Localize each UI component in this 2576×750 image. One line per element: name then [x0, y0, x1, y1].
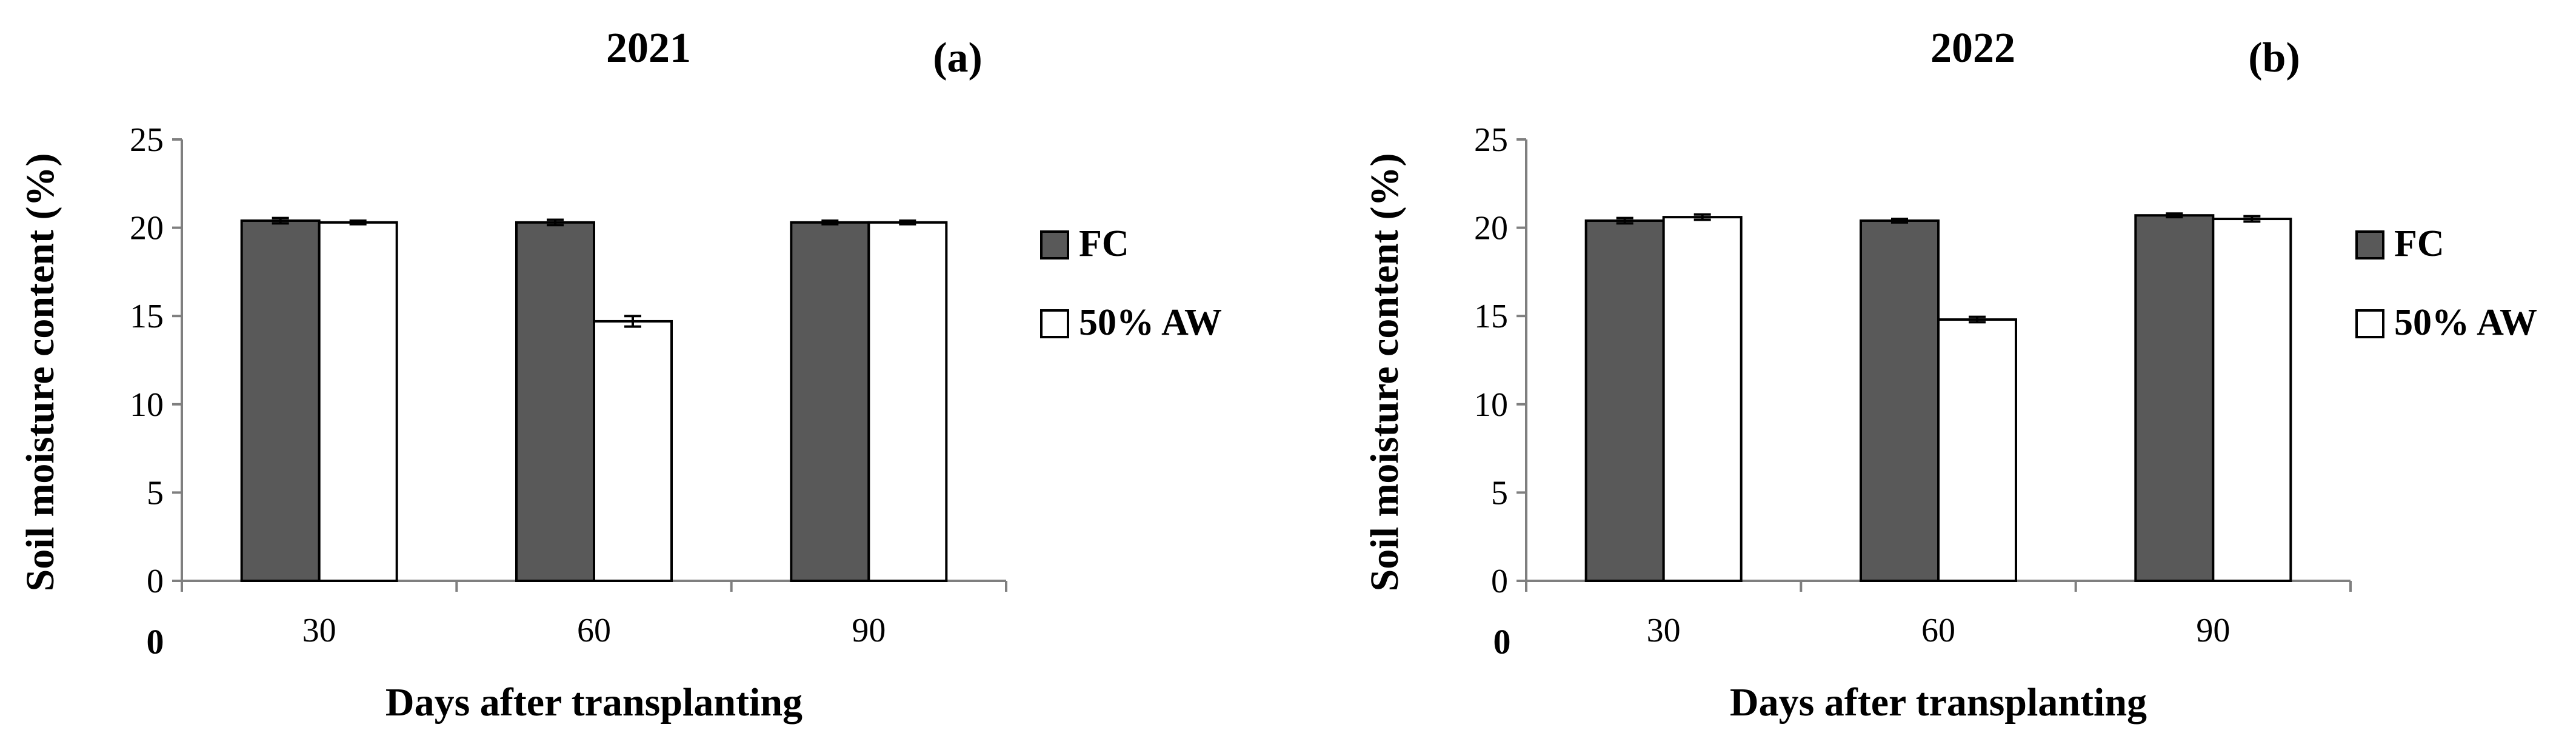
y-tick-label: 10	[1474, 386, 1508, 424]
bar-aw50-30	[1662, 216, 1743, 582]
x-tick-label: 60	[1921, 612, 1955, 649]
bar-aw50-60	[593, 320, 673, 582]
y-tick-label: 5	[147, 474, 164, 512]
x-tick-label: 30	[302, 612, 336, 649]
chart-title: 2021	[606, 25, 691, 72]
y-tick-label: 25	[1474, 121, 1508, 159]
y-tick-label: 0	[1491, 563, 1508, 600]
bar-fc-90	[2134, 214, 2215, 582]
chart-panel-a: 2021 (a) 0 5 10 15 20 25 30 60 90 0 Days after trans…	[18, 25, 1222, 725]
origin-label: 0	[1493, 622, 1511, 661]
bar-fc-60	[1860, 219, 1940, 582]
panel-label: (a)	[933, 35, 983, 81]
x-tick-label: 90	[852, 612, 886, 649]
bar-aw50-30	[318, 221, 398, 582]
y-tick-label: 10	[130, 386, 164, 424]
y-tick-label: 0	[147, 563, 164, 600]
x-tick-label: 60	[577, 612, 611, 649]
bar-fc-30	[240, 219, 321, 582]
y-tick-label: 25	[130, 121, 164, 159]
legend-label-aw50: 50% AW	[1079, 302, 1222, 343]
x-axis-title: Days after transplanting	[385, 680, 802, 725]
x-tick-label: 90	[2196, 612, 2230, 649]
chart-panel-b: 2022 (b) 0 5 10 15 20 25 30 60 90 0 Days after trans…	[1363, 25, 2537, 725]
legend-swatch-fc	[2355, 230, 2384, 259]
y-axis-title: Soil moisture content (%)	[18, 153, 62, 592]
bar-fc-30	[1584, 219, 1665, 582]
bar-fc-90	[790, 221, 870, 582]
y-axis-title: Soil moisture content (%)	[1363, 153, 1407, 592]
bar-aw50-90	[2212, 218, 2292, 583]
legend-label-fc: FC	[2394, 223, 2444, 264]
y-tick-label: 20	[130, 210, 164, 247]
origin-label: 0	[147, 622, 164, 661]
y-tick-label: 5	[1491, 474, 1508, 512]
bar-aw50-60	[1937, 318, 2017, 582]
bar-fc-60	[515, 221, 595, 582]
panel-label: (b)	[2248, 35, 2300, 81]
legend-swatch-aw50	[1040, 309, 1069, 338]
y-tick-label: 15	[1474, 298, 1508, 335]
x-tick-label: 30	[1647, 612, 1681, 649]
legend-swatch-fc	[1040, 230, 1069, 259]
x-axis-title: Days after transplanting	[1730, 680, 2147, 725]
y-tick-label: 15	[130, 298, 164, 335]
chart-title: 2022	[1930, 25, 2015, 72]
y-tick-label: 20	[1474, 210, 1508, 247]
legend-label-aw50: 50% AW	[2394, 302, 2537, 343]
legend-swatch-aw50	[2355, 309, 2384, 338]
bar-aw50-90	[867, 221, 948, 582]
legend-label-fc: FC	[1079, 223, 1129, 264]
